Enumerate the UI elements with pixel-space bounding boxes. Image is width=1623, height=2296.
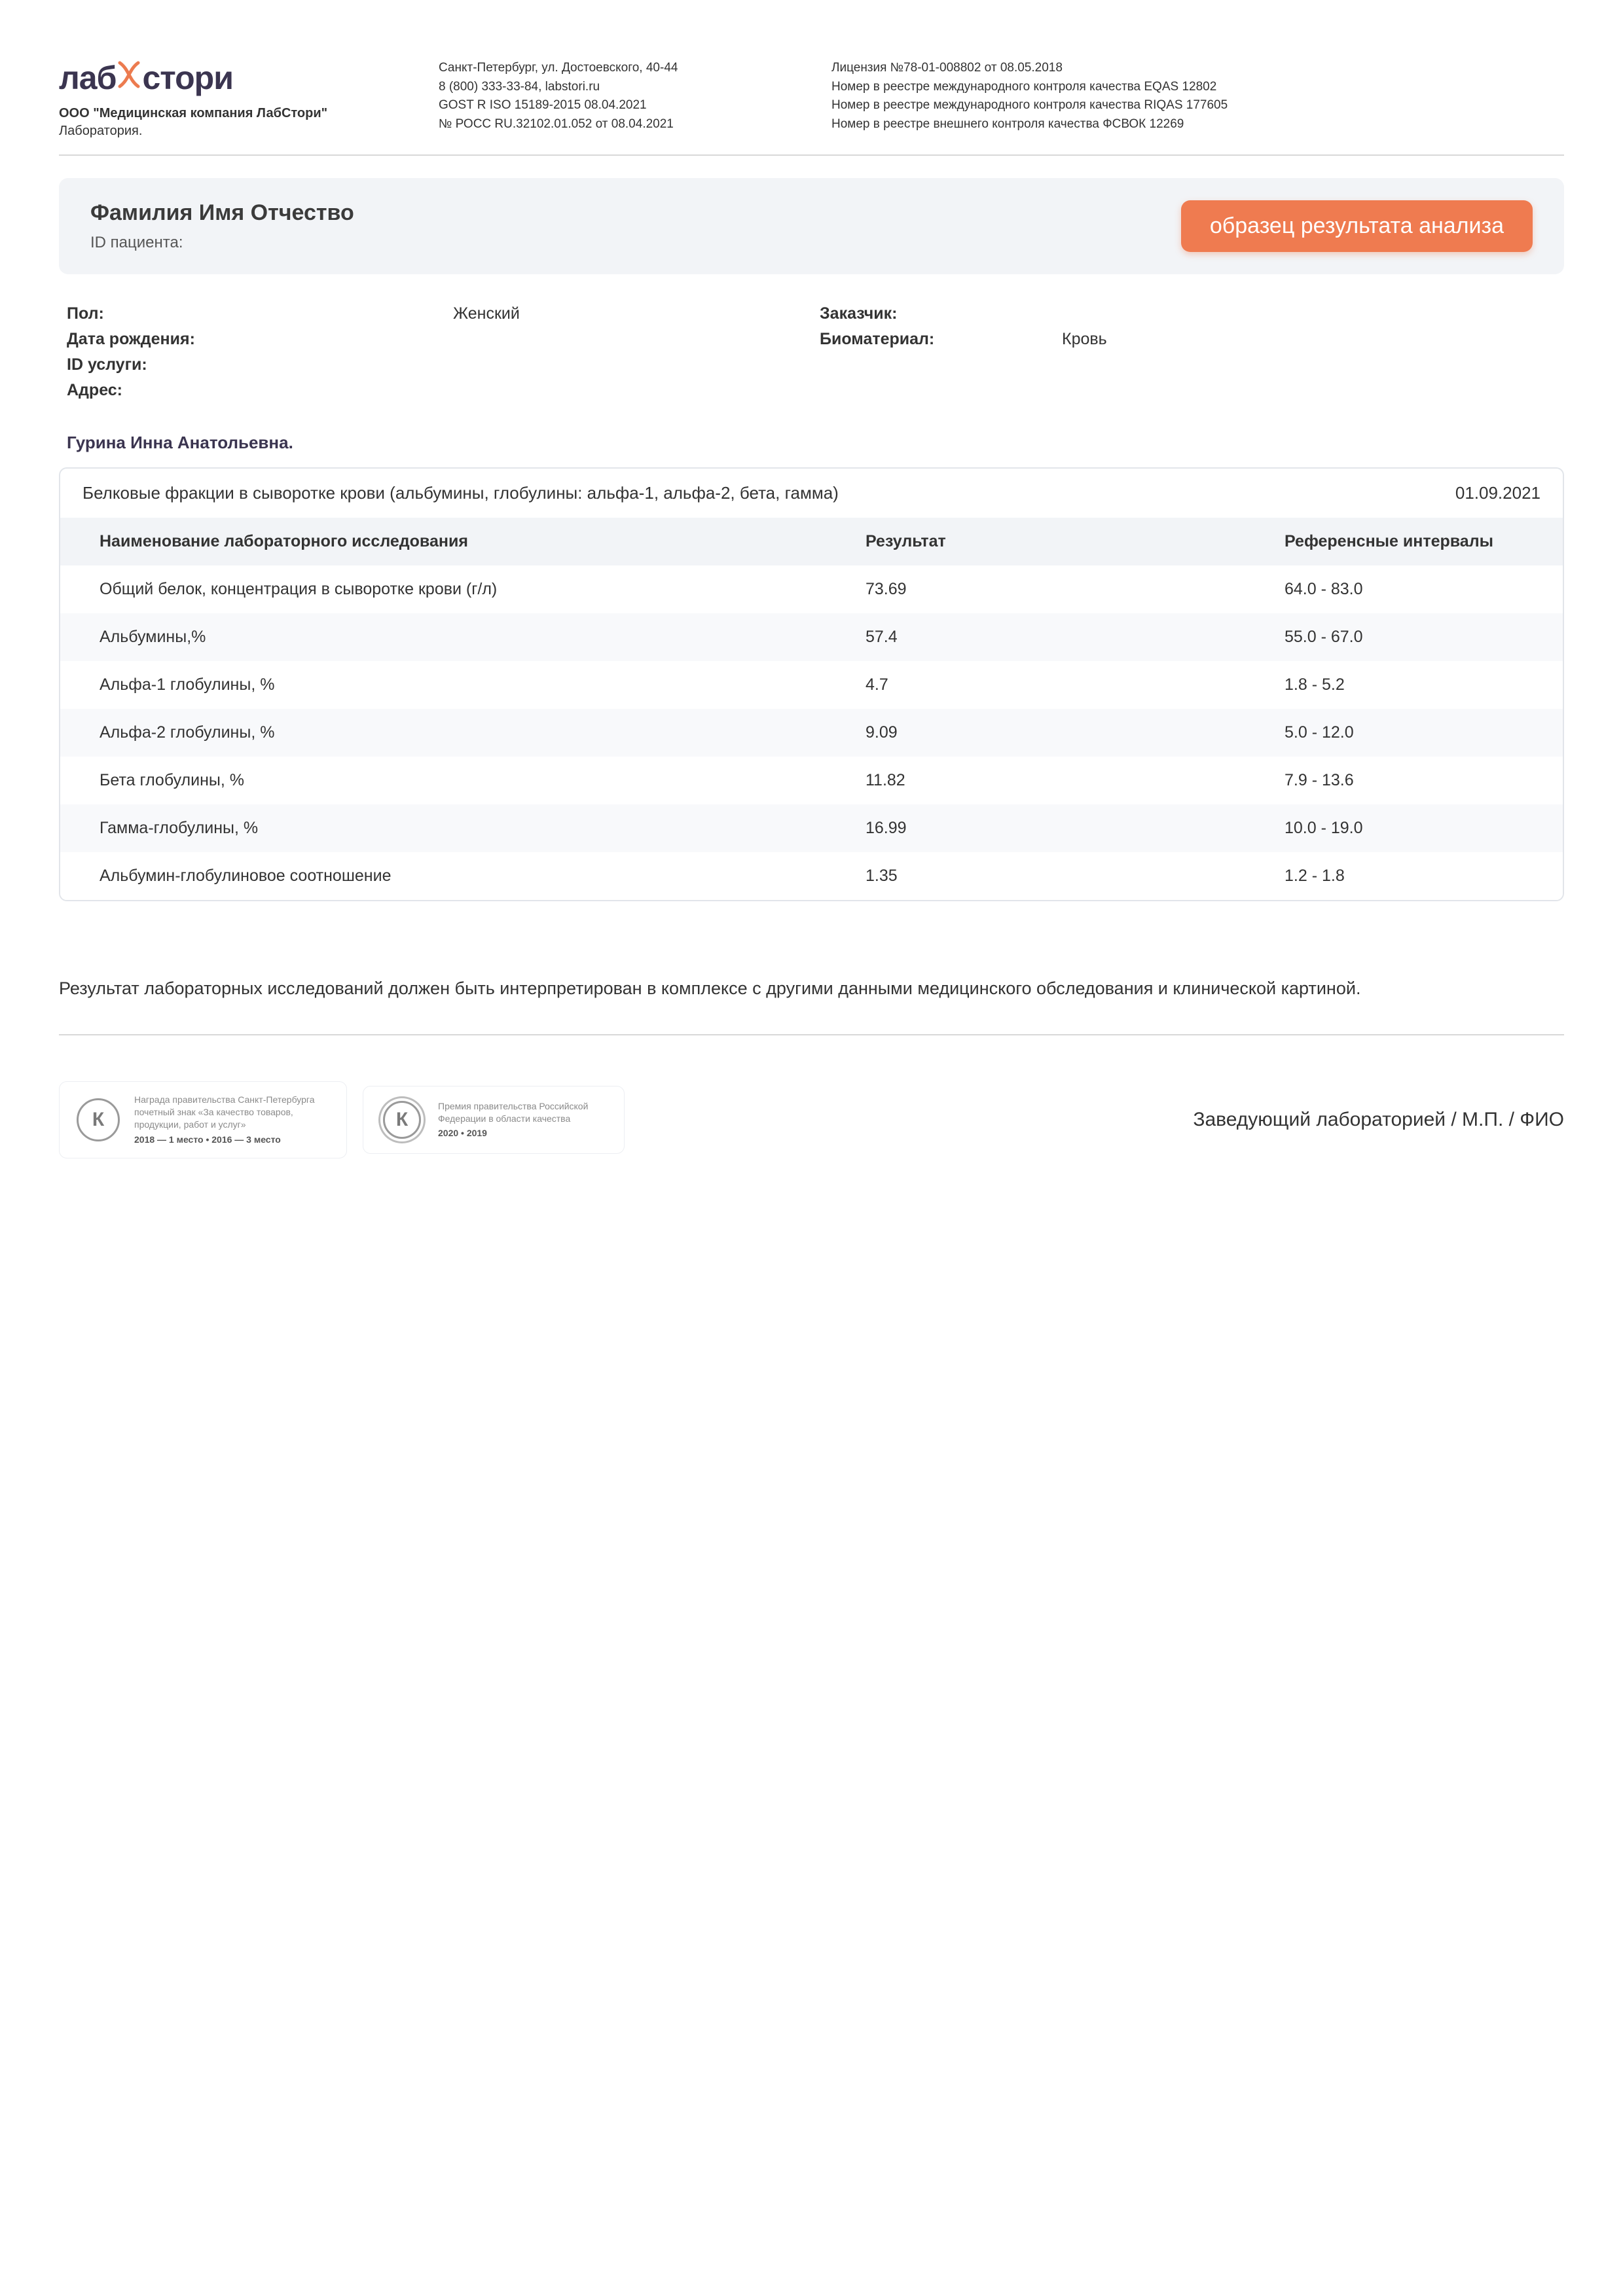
header: лаб стори ООО "Медицинская компания ЛабС… [59,59,1564,156]
doctor-name: Гурина Инна Анатольевна. [59,433,1564,453]
table-row: Альбумины,% 57.4 55.0 - 67.0 [60,613,1563,661]
award-line: Федерации в области качества [438,1113,588,1125]
panel-title-row: Белковые фракции в сыворотке крови (альб… [60,469,1563,518]
table-header: Наименование лабораторного исследования … [60,518,1563,565]
table-row: Общий белок, концентрация в сыворотке кр… [60,565,1563,613]
sex-label: Пол: [67,304,453,323]
table-row: Бета глобулины, % 11.82 7.9 - 13.6 [60,757,1563,804]
service-id-value [453,355,820,374]
award-years: 2020 • 2019 [438,1127,588,1139]
signature-line: Заведующий лабораторией / М.П. / ФИО [1193,1109,1564,1131]
panel-date: 01.09.2021 [1455,483,1541,503]
cert-line-2: № РОСС RU.32102.01.052 от 08.04.2021 [439,115,792,134]
cell-ref: 7.9 - 13.6 [1285,771,1523,790]
cell-result: 1.35 [866,867,1285,886]
cell-result: 4.7 [866,675,1285,694]
license-info: Лицензия №78-01-008802 от 08.05.2018 Ном… [831,59,1564,134]
patient-id-label: ID пациента: [90,234,354,252]
award-years: 2018 — 1 место • 2016 — 3 место [134,1134,315,1146]
meta-grid: Пол: Женский Заказчик: Дата рождения: Би… [59,304,1564,400]
panel-title: Белковые фракции в сыворотке крови (альб… [82,483,839,503]
cell-ref: 10.0 - 19.0 [1285,819,1523,838]
address-value [453,381,820,400]
logo-part1: лаб [59,59,116,97]
cell-result: 73.69 [866,580,1285,599]
award-line: Премия правительства Российской [438,1100,588,1113]
cell-name: Общий белок, концентрация в сыворотке кр… [100,580,866,599]
sex-value: Женский [453,304,820,323]
table-row: Альфа-1 глобулины, % 4.7 1.8 - 5.2 [60,661,1563,709]
logo-part2: стори [142,59,232,97]
patient-bar: Фамилия Имя Отчество ID пациента: образе… [59,178,1564,274]
dob-value [453,330,820,349]
address-label: Адрес: [67,381,453,400]
phone-line: 8 (800) 333-33-84, labstori.ru [439,78,792,97]
cell-name: Бета глобулины, % [100,771,866,790]
patient-info: Фамилия Имя Отчество ID пациента: [90,200,354,252]
cell-name: Альфа-2 глобулины, % [100,723,866,742]
table-row: Альфа-2 глобулины, % 9.09 5.0 - 12.0 [60,709,1563,757]
table-row: Альбумин-глобулиновое соотношение 1.35 1… [60,852,1563,900]
cell-name: Альфа-1 глобулины, % [100,675,866,694]
award-line: продукции, работ и услуг» [134,1119,315,1131]
empty [1062,355,1556,374]
license-line: Лицензия №78-01-008802 от 08.05.2018 [831,59,1564,78]
quality-mark-icon: К [383,1101,421,1139]
footer: К Награда правительства Санкт-Петербурга… [59,1081,1564,1158]
lab-subline: Лаборатория. [59,124,399,139]
patient-name: Фамилия Имя Отчество [90,200,354,226]
cell-ref: 55.0 - 67.0 [1285,628,1523,647]
empty [820,355,1062,374]
cert-line-1: GOST R ISO 15189-2015 08.04.2021 [439,96,792,115]
award-badge-1: К Награда правительства Санкт-Петербурга… [59,1081,347,1158]
logo: лаб стори [59,59,399,97]
customer-value [1062,304,1556,323]
results-panel: Белковые фракции в сыворотке крови (альб… [59,467,1564,901]
company-name: ООО "Медицинская компания ЛабСтори" [59,106,399,121]
cell-ref: 64.0 - 83.0 [1285,580,1523,599]
dna-icon [116,60,142,96]
cell-result: 57.4 [866,628,1285,647]
cell-ref: 1.8 - 5.2 [1285,675,1523,694]
col-result: Результат [866,532,1285,551]
empty [1062,381,1556,400]
cell-name: Гамма-глобулины, % [100,819,866,838]
cell-ref: 5.0 - 12.0 [1285,723,1523,742]
registry-line-3: Номер в реестре внешнего контроля качест… [831,115,1564,134]
sample-badge: образец результата анализа [1181,200,1533,252]
registry-line-1: Номер в реестре международного контроля … [831,78,1564,97]
cell-result: 11.82 [866,771,1285,790]
cell-result: 9.09 [866,723,1285,742]
award-badge-2: К Премия правительства Российской Федера… [363,1086,625,1154]
table-rows: Общий белок, концентрация в сыворотке кр… [60,565,1563,900]
registry-line-2: Номер в реестре международного контроля … [831,96,1564,115]
service-id-label: ID услуги: [67,355,453,374]
cell-ref: 1.2 - 1.8 [1285,867,1523,886]
col-ref: Референсные интервалы [1285,532,1523,551]
address-line: Санкт-Петербург, ул. Достоевского, 40-44 [439,59,792,78]
table-row: Гамма-глобулины, % 16.99 10.0 - 19.0 [60,804,1563,852]
dob-label: Дата рождения: [67,330,453,349]
award-text: Премия правительства Российской Федераци… [438,1100,588,1140]
col-name: Наименование лабораторного исследования [100,532,866,551]
empty [820,381,1062,400]
contact-info: Санкт-Петербург, ул. Достоевского, 40-44… [439,59,792,134]
award-line: Награда правительства Санкт-Петербурга [134,1094,315,1106]
cell-name: Альбумины,% [100,628,866,647]
logo-block: лаб стори ООО "Медицинская компания ЛабС… [59,59,399,139]
customer-label: Заказчик: [820,304,1062,323]
biomaterial-label: Биоматериал: [820,330,1062,349]
cell-name: Альбумин-глобулиновое соотношение [100,867,866,886]
biomaterial-value: Кровь [1062,330,1556,349]
award-text: Награда правительства Санкт-Петербурга п… [134,1094,315,1146]
disclaimer: Результат лабораторных исследований долж… [59,973,1564,1035]
award-line: почетный знак «За качество товаров, [134,1106,315,1119]
cell-result: 16.99 [866,819,1285,838]
quality-mark-icon: К [77,1098,120,1141]
